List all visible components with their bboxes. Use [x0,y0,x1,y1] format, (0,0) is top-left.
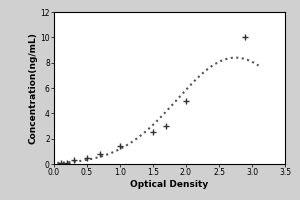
Y-axis label: Concentration(ng/mL): Concentration(ng/mL) [28,32,38,144]
X-axis label: Optical Density: Optical Density [130,180,208,189]
